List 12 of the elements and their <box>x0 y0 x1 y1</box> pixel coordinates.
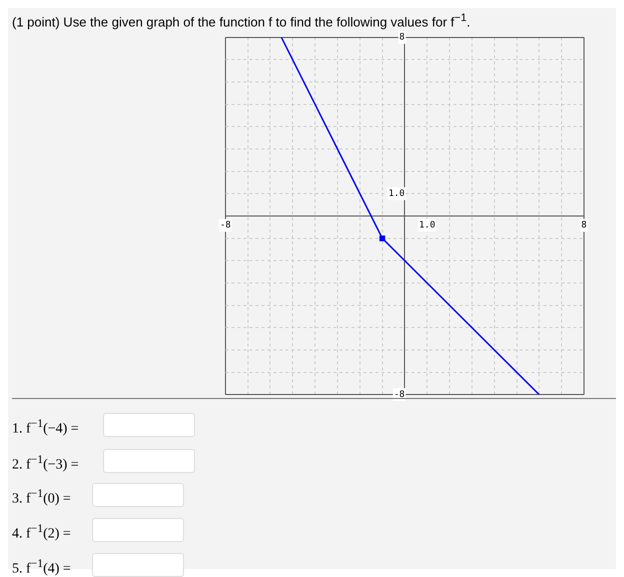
y-tick-label: 1.0 <box>388 189 405 200</box>
x-tick-label: 8 <box>581 220 587 231</box>
text: 3. f$^{−1}$(0) = <box>12 487 71 508</box>
text: 1. f$^{−1}$(−4) = <box>12 417 79 438</box>
text: 4. f$^{−1}$(2) = <box>12 522 71 543</box>
text: 2. f$^{−1}$(−3) = <box>12 453 79 474</box>
text: 5. f$^{−1}$(4) = <box>12 557 71 577</box>
y-tick-label: 8 <box>399 32 405 43</box>
y-tick-label: -8 <box>394 390 405 400</box>
chart-title: (1 point) Use the given graph of the function f to find the following values for f$^{−1}$. <box>12 12 470 30</box>
x-tick-label: -8 <box>220 220 231 231</box>
x-tick-label: 1.0 <box>418 220 436 231</box>
